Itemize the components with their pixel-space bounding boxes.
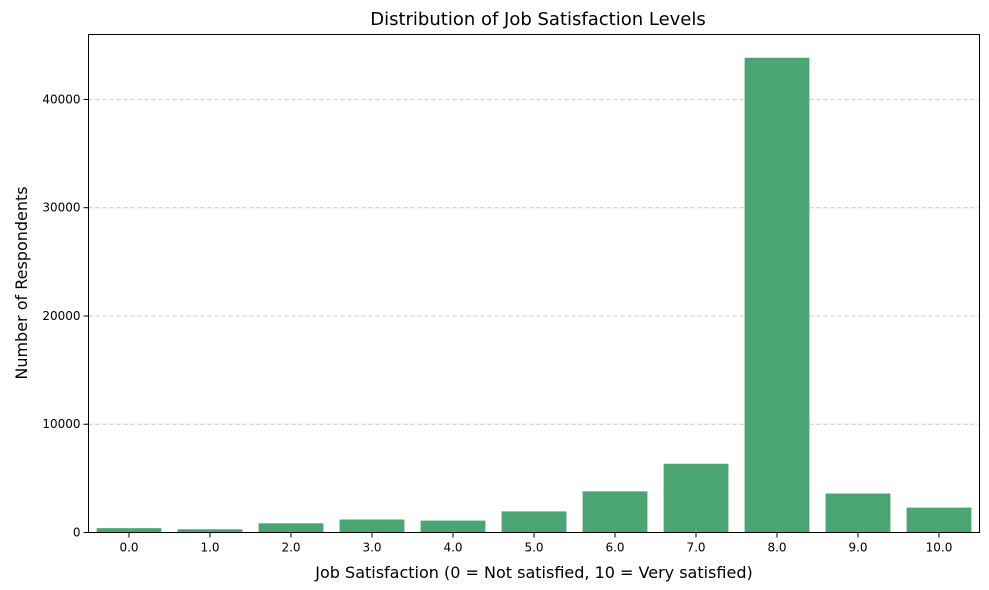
- x-tick-label: 3.0: [362, 541, 381, 555]
- bar: [258, 523, 324, 533]
- x-tick-label: 9.0: [848, 541, 867, 555]
- bar: [663, 463, 729, 533]
- x-axis-label: Job Satisfaction (0 = Not satisfied, 10 …: [314, 563, 752, 582]
- bar: [906, 507, 972, 533]
- bar: [825, 493, 891, 533]
- y-tick-label: 40000: [42, 92, 80, 106]
- bar: [339, 519, 405, 533]
- bar: [744, 57, 810, 533]
- y-axis-label: Number of Respondents: [12, 186, 31, 379]
- gridlines: [88, 98, 980, 425]
- x-tick-label: 6.0: [605, 541, 624, 555]
- bar: [420, 520, 486, 533]
- x-tick-label: 7.0: [686, 541, 705, 555]
- y-tick-label: 30000: [42, 201, 80, 215]
- x-tick-label: 1.0: [200, 541, 219, 555]
- y-tick-label: 10000: [42, 417, 80, 431]
- x-tick-label: 5.0: [524, 541, 543, 555]
- y-tick-label: 20000: [42, 309, 80, 323]
- y-axis-ticks: 0 10000 20000 30000 40000: [42, 92, 89, 540]
- bar: [501, 511, 567, 533]
- x-axis-ticks: 0.0 1.0 2.0 3.0 4.0 5.0 6.0 7.0 8.0 9.0 10.0: [119, 532, 953, 555]
- bars: [96, 57, 972, 533]
- y-tick-label: 0: [73, 526, 81, 540]
- bar: [582, 491, 648, 533]
- x-tick-label: 4.0: [443, 541, 462, 555]
- x-tick-label: 2.0: [281, 541, 300, 555]
- bar: [177, 529, 243, 533]
- x-tick-label: 10.0: [926, 541, 953, 555]
- plot-frame: [88, 34, 980, 533]
- x-tick-label: 8.0: [767, 541, 786, 555]
- chart-title: Distribution of Job Satisfaction Levels: [370, 9, 706, 30]
- bar: [96, 528, 162, 533]
- x-tick-label: 0.0: [119, 541, 138, 555]
